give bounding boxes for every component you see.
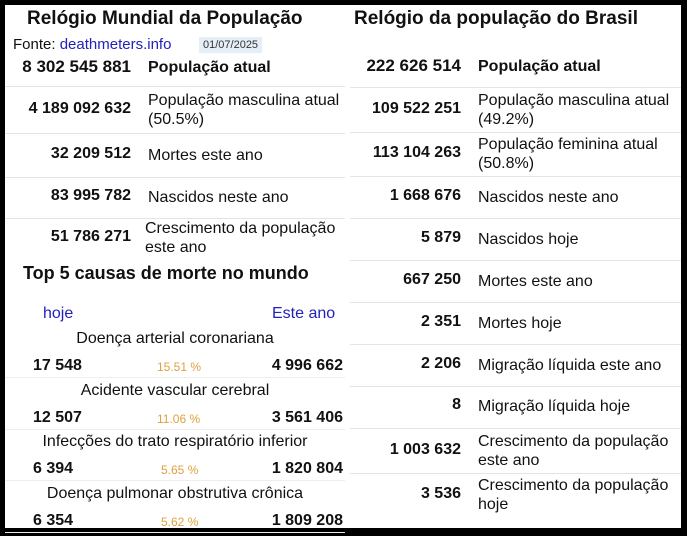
brazil-value: 113 104 263 (372, 144, 461, 161)
brazil-value: 109 522 251 (372, 100, 461, 117)
world-label-text: Mortes este ano (148, 147, 263, 164)
cause-year: 1 809 208 (271, 511, 343, 529)
brazil-label-text: Nascidos hoje (478, 231, 579, 248)
world-title: Relógio Mundial da População (27, 8, 303, 29)
brazil-label: Nascidos hoje (478, 230, 579, 249)
world-label-text: População atual (148, 59, 271, 76)
causes-title: Top 5 causas de morte no mundo (23, 263, 309, 283)
row-divider (5, 428, 345, 430)
population-clock-panel: Relógio Mundial da População Fonte: deat… (5, 5, 681, 533)
cause-percent: 11.06 % (157, 411, 201, 426)
brazil-label-text: População masculina atual (478, 92, 670, 109)
brazil-label-text: Migração líquida este ano (478, 357, 662, 374)
brazil-value: 222 626 514 (366, 56, 461, 75)
cause-name: Infecções do trato respiratório inferior (42, 433, 308, 450)
brazil-label: Nascidos neste ano (478, 188, 619, 207)
world-value: 32 209 512 (50, 145, 131, 162)
brazil-label-text2: (49.2%) (478, 111, 535, 128)
cause-year: 4 996 662 (271, 357, 343, 374)
brazil-label-text: Mortes hoje (478, 315, 562, 332)
row-divider (5, 377, 345, 378)
cause-name: Acidente vascular cerebral (80, 381, 270, 399)
brazil-label: Mortes este ano (478, 272, 593, 291)
cause-year: 3 561 406 (271, 408, 343, 426)
brazil-label-text: Crescimento da população (478, 477, 669, 494)
world-label: População masculina atual (50.5%) (148, 91, 339, 129)
brazil-label: População atual (478, 57, 601, 76)
brazil-label-text2: este ano (478, 452, 540, 469)
brazil-title: Relógio da população do Brasil (354, 8, 638, 29)
brazil-label: População masculina atual (49.2%) (478, 91, 669, 129)
brazil-label-text: Crescimento da população (478, 433, 669, 450)
row-divider (350, 473, 681, 474)
world-label: População atual (148, 58, 271, 77)
row-divider (5, 480, 345, 481)
row-divider (5, 218, 345, 219)
world-label-text2: este ano (145, 239, 207, 256)
row-divider (350, 176, 681, 177)
today-header: hoje (43, 305, 74, 322)
cause-percent: 5.62 % (161, 514, 199, 529)
world-label: Crescimento da população este ano (145, 219, 335, 257)
source-line: Fonte: deathmeters.info (13, 36, 171, 53)
brazil-label-text2: (50.8%) (478, 155, 535, 172)
cause-today: 6 394 (33, 460, 74, 477)
world-label-text: População masculina atual (148, 92, 340, 109)
brazil-label-text: Mortes este ano (478, 273, 593, 290)
brazil-value: 5 879 (420, 229, 461, 246)
row-divider (350, 218, 681, 219)
year-header: Este ano (272, 305, 336, 322)
brazil-label: Crescimento da população este ano (478, 432, 668, 470)
row-divider (5, 531, 345, 533)
cause-today: 6 354 (33, 511, 74, 529)
brazil-value: 3 536 (420, 485, 461, 502)
date-badge: 01/07/2025 (199, 37, 263, 53)
brazil-label-text: Nascidos neste ano (478, 189, 619, 206)
world-label-text2: (50.5%) (148, 111, 205, 128)
source-label: Fonte: (13, 36, 56, 53)
row-divider (5, 86, 345, 87)
cause-today: 12 507 (33, 408, 82, 426)
brazil-value: 1 003 632 (389, 441, 461, 458)
brazil-label: Crescimento da população hoje (478, 476, 668, 514)
brazil-label-text: População atual (478, 58, 601, 75)
row-divider (350, 344, 681, 345)
world-label: Nascidos neste ano (148, 188, 289, 207)
brazil-value: 8 (452, 396, 461, 413)
brazil-label-text: População feminina atual (478, 136, 658, 153)
brazil-label-text: Migração líquida hoje (478, 398, 631, 415)
brazil-label: Migração líquida este ano (478, 356, 661, 375)
world-value: 8 302 545 881 (22, 57, 131, 76)
world-value: 83 995 782 (50, 187, 131, 204)
cause-today: 17 548 (33, 357, 82, 374)
brazil-value: 2 206 (420, 355, 461, 372)
world-label-text: Crescimento da população (145, 220, 336, 237)
cause-year: 1 820 804 (271, 460, 343, 477)
cause-percent: 15.51 % (157, 360, 202, 374)
world-label-text: Nascidos neste ano (148, 189, 289, 206)
row-divider (350, 302, 681, 303)
row-divider (350, 132, 681, 133)
world-value: 51 786 271 (50, 228, 131, 245)
cause-name: Doença arterial coronariana (76, 330, 274, 347)
row-divider (5, 177, 345, 178)
row-divider (350, 428, 681, 429)
brazil-value: 2 351 (420, 313, 461, 330)
world-label: Mortes este ano (148, 146, 263, 165)
cause-percent: 5.65 % (161, 463, 199, 477)
source-link[interactable]: deathmeters.info (59, 36, 172, 53)
brazil-value: 1 668 676 (389, 187, 461, 204)
brazil-value: 667 250 (403, 271, 461, 288)
row-divider (5, 133, 345, 134)
brazil-label: Mortes hoje (478, 314, 562, 333)
brazil-label: População feminina atual (50.8%) (478, 135, 658, 173)
row-divider (350, 87, 681, 88)
brazil-label: Migração líquida hoje (478, 397, 630, 416)
brazil-label-text2: hoje (478, 496, 509, 513)
world-value: 4 189 092 632 (28, 100, 131, 117)
row-divider (350, 260, 681, 261)
row-divider (350, 386, 681, 387)
cause-name: Doença pulmonar obstrutiva crônica (46, 484, 304, 502)
